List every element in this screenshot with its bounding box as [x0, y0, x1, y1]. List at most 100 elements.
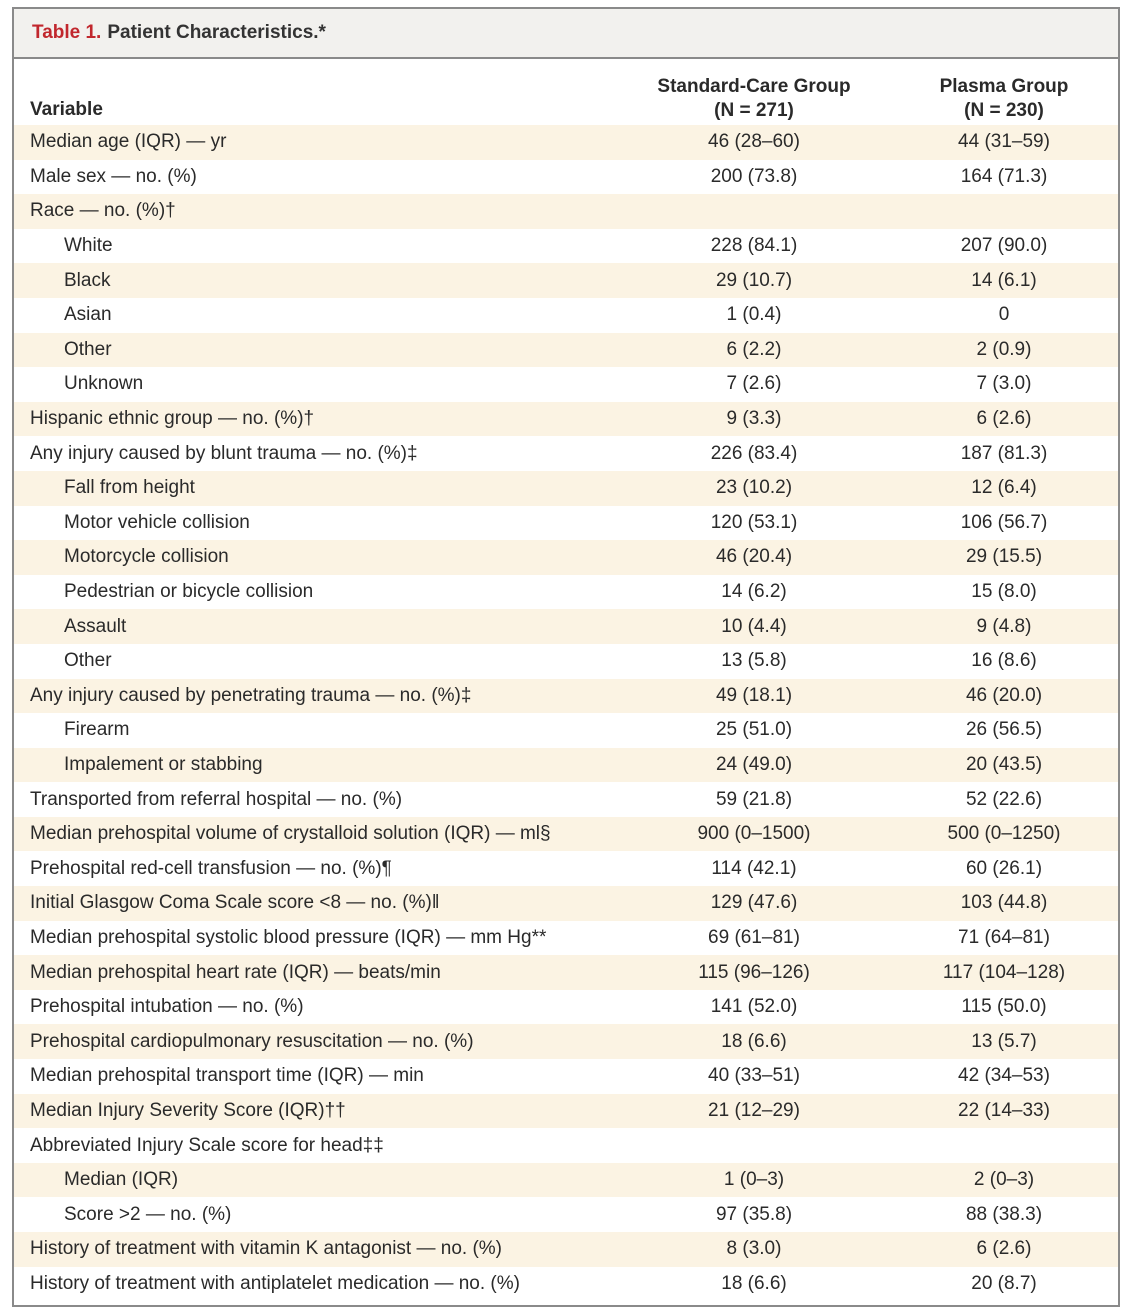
table-row: Motor vehicle collision 120 (53.1) 106 (56…	[14, 506, 1118, 541]
row-standard-care-value: 120 (53.1)	[710, 511, 798, 533]
table-row: History of treatment with antiplatelet m…	[14, 1267, 1118, 1302]
row-variable: Impalement or stabbing	[64, 753, 263, 775]
row-plasma-value: 164 (71.3)	[960, 165, 1048, 187]
row-standard-care-value: 1 (0.4)	[726, 304, 782, 326]
table-row: Median age (IQR) — yr 46 (28–60) 44 (31–59…	[14, 125, 1118, 160]
row-plasma-value: 9 (4.8)	[976, 615, 1032, 637]
table-row: Initial Glasgow Coma Scale score <8 — no…	[14, 886, 1118, 921]
row-plasma-value: 2 (0.9)	[976, 338, 1032, 360]
row-variable: Median prehospital systolic blood pressu…	[30, 926, 547, 948]
row-standard-care-value: 40 (33–51)	[708, 1065, 800, 1087]
header-plasma-n: (N = 230)	[964, 100, 1044, 121]
row-plasma-value: 88 (38.3)	[965, 1203, 1043, 1225]
row-standard-care-value: 7 (2.6)	[726, 373, 782, 395]
row-standard-care-value: 141 (52.0)	[710, 996, 798, 1018]
row-plasma-value: 71 (64–81)	[958, 926, 1050, 948]
table-row: Abbreviated Injury Scale score for head‡…	[14, 1128, 1118, 1163]
row-variable: Race — no. (%)†	[30, 200, 176, 222]
row-standard-care-value: 8 (3.0)	[726, 1238, 782, 1260]
row-standard-care-value: 25 (51.0)	[715, 719, 793, 741]
row-standard-care-value: 200 (73.8)	[710, 165, 798, 187]
table-body: Median age (IQR) — yr 46 (28–60) 44 (31–59…	[14, 125, 1118, 1301]
row-plasma-value: 60 (26.1)	[965, 857, 1043, 879]
row-variable: Median (IQR)	[64, 1169, 179, 1191]
table-row: Prehospital intubation — no. (%) 141 (52.…	[14, 990, 1118, 1025]
row-standard-care-value: 9 (3.3)	[726, 408, 782, 430]
row-variable: Median age (IQR) — yr	[30, 131, 227, 153]
table-row: Median prehospital systolic blood pressu…	[14, 921, 1118, 956]
row-variable: Median prehospital transport time (IQR) …	[30, 1065, 424, 1087]
table-row: Unknown 7 (2.6) 7 (3.0)	[14, 367, 1118, 402]
header-standard-care-name: Standard-Care Group	[657, 76, 851, 97]
row-standard-care-value: 29 (10.7)	[715, 269, 793, 291]
row-standard-care-value: 69 (61–81)	[708, 926, 800, 948]
row-standard-care-value: 18 (6.6)	[721, 1272, 787, 1294]
table-row: Any injury caused by blunt trauma — no. …	[14, 436, 1118, 471]
row-variable: Median prehospital volume of crystalloid…	[30, 823, 551, 845]
row-plasma-value: 46 (20.0)	[965, 684, 1043, 706]
row-standard-care-value: 59 (21.8)	[715, 788, 793, 810]
row-plasma-value: 12 (6.4)	[971, 477, 1037, 499]
row-plasma-value: 26 (56.5)	[965, 719, 1043, 741]
table-row: Median Injury Severity Score (IQR)†† 21 (…	[14, 1093, 1118, 1129]
row-variable: Transported from referral hospital — no.…	[30, 788, 403, 810]
row-standard-care-value: 21 (12–29)	[708, 1099, 800, 1121]
row-variable: Unknown	[64, 373, 144, 395]
row-plasma-value: 103 (44.8)	[960, 892, 1048, 914]
table-row: Motorcycle collision 46 (20.4) 29 (15.5)	[14, 540, 1118, 575]
row-standard-care-value: 226 (83.4)	[710, 442, 798, 464]
row-variable: Assault	[64, 615, 127, 637]
row-standard-care-value: 46 (28–60)	[708, 131, 800, 153]
row-plasma-value: 115 (50.0)	[961, 996, 1047, 1018]
row-standard-care-value: 14 (6.2)	[721, 581, 787, 603]
row-variable: Fall from height	[64, 477, 195, 499]
row-plasma-value: 52 (22.6)	[965, 788, 1043, 810]
row-variable: Prehospital cardiopulmonary resuscitatio…	[30, 1030, 474, 1052]
table-row: Black 29 (10.7) 14 (6.1)	[14, 263, 1118, 298]
row-plasma-value: 42 (34–53)	[958, 1065, 1050, 1087]
table-row: Prehospital red-cell transfusion — no. (…	[14, 851, 1118, 886]
table-row: Any injury caused by penetrating trauma …	[14, 678, 1118, 714]
row-plasma-value: 20 (8.7)	[971, 1272, 1037, 1294]
row-variable: Initial Glasgow Coma Scale score <8 — no…	[30, 892, 440, 914]
table-row: Impalement or stabbing 24 (49.0) 20 (43.5)	[14, 747, 1118, 783]
table-row: Race — no. (%)†	[14, 194, 1118, 229]
row-plasma-value: 7 (3.0)	[976, 373, 1032, 395]
row-standard-care-value: 24 (49.0)	[715, 753, 793, 775]
header-variable: Variable	[30, 99, 103, 120]
table-row: Asian 1 (0.4) 0	[14, 298, 1118, 333]
row-standard-care-value: 114 (42.1)	[711, 857, 797, 879]
header-plasma-name: Plasma Group	[939, 76, 1069, 97]
table-row: Median (IQR) 1 (0–3) 2 (0–3)	[14, 1162, 1118, 1198]
row-standard-care-value: 46 (20.4)	[715, 546, 793, 568]
row-variable: Firearm	[64, 719, 130, 741]
row-variable: Any injury caused by blunt trauma — no. …	[30, 442, 418, 464]
row-variable: Motorcycle collision	[64, 546, 229, 568]
row-variable: Median prehospital heart rate (IQR) — be…	[30, 961, 441, 983]
row-variable: Prehospital intubation — no. (%)	[30, 996, 304, 1018]
header-standard-care: Standard-Care Group (N = 271)	[644, 75, 864, 123]
row-standard-care-value: 115 (96–126)	[698, 961, 810, 983]
row-standard-care-value: 18 (6.6)	[721, 1030, 787, 1052]
row-variable: Asian	[64, 304, 112, 326]
row-variable: History of treatment with vitamin K anta…	[30, 1238, 503, 1260]
row-plasma-value: 187 (81.3)	[960, 442, 1048, 464]
row-variable: Any injury caused by penetrating trauma …	[30, 684, 472, 706]
table-row: Other 13 (5.8) 16 (8.6)	[14, 644, 1118, 679]
table-row: Prehospital cardiopulmonary resuscitatio…	[14, 1024, 1118, 1060]
row-plasma-value: 29 (15.5)	[965, 546, 1043, 568]
row-standard-care-value: 228 (84.1)	[710, 235, 798, 257]
table-row: Score >2 — no. (%) 97 (35.8) 88 (38.3)	[14, 1197, 1118, 1232]
table-row: Male sex — no. (%) 200 (73.8) 164 (71.3)	[14, 160, 1118, 195]
table-row: Pedestrian or bicycle collision 14 (6.2) 1…	[14, 575, 1118, 610]
row-plasma-value: 117 (104–128)	[942, 961, 1066, 983]
row-plasma-value: 16 (8.6)	[971, 650, 1037, 672]
header-standard-care-n: (N = 271)	[714, 100, 794, 121]
row-standard-care-value: 10 (4.4)	[721, 615, 787, 637]
row-standard-care-value: 97 (35.8)	[715, 1203, 793, 1225]
table-row: White 228 (84.1) 207 (90.0)	[14, 229, 1118, 264]
table-title: Patient Characteristics.*	[107, 22, 326, 43]
row-standard-care-value: 13 (5.8)	[721, 650, 787, 672]
row-plasma-value: 22 (14–33)	[958, 1099, 1050, 1121]
table-row: Assault 10 (4.4) 9 (4.8)	[14, 609, 1118, 644]
